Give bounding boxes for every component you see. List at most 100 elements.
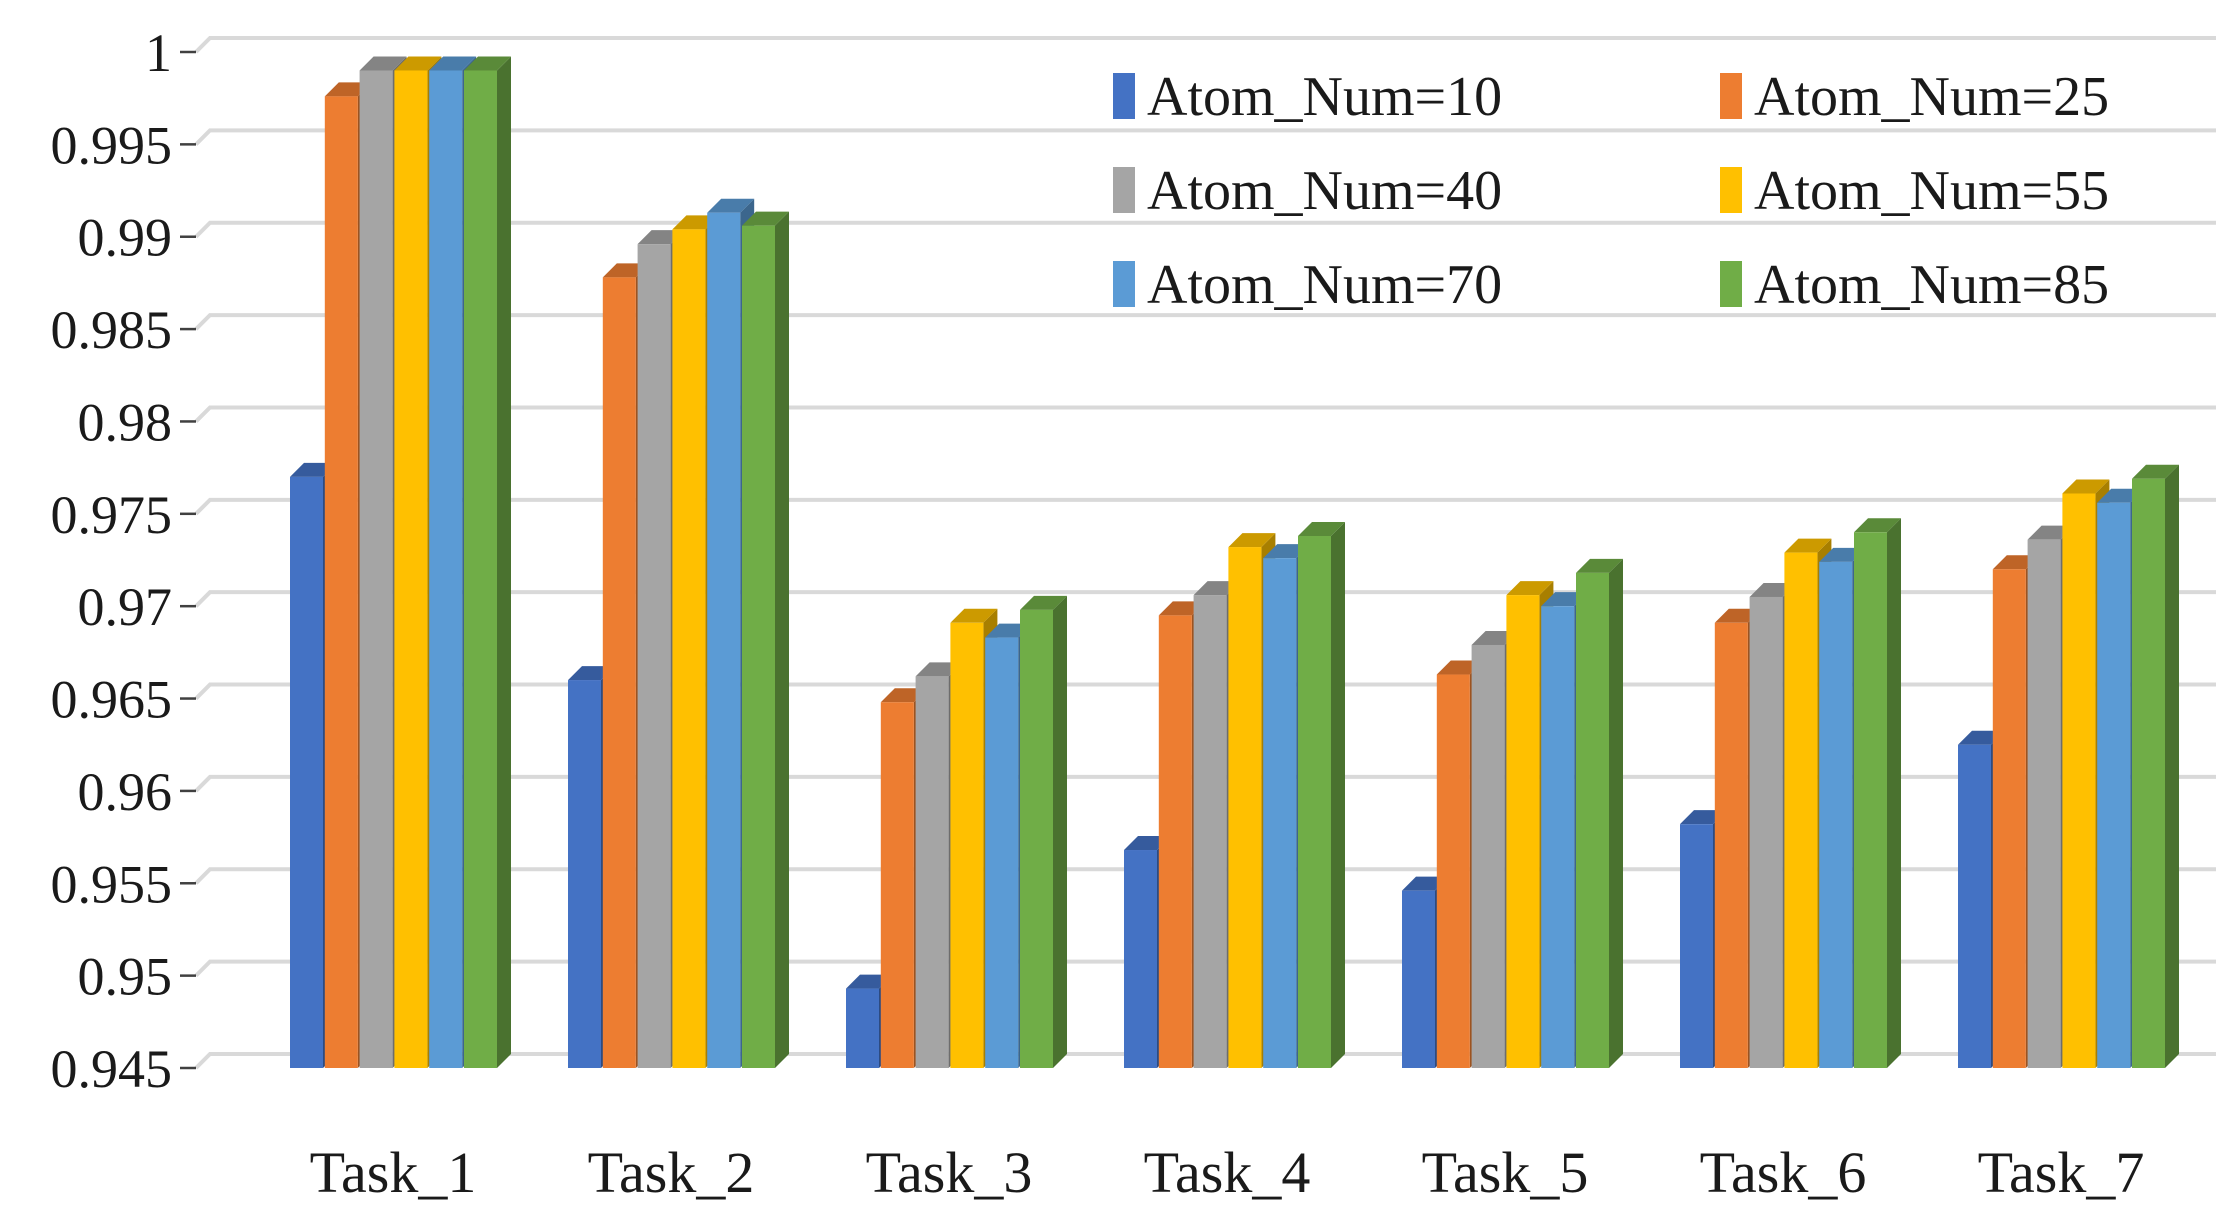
- x-axis-category-label: Task_5: [1422, 1140, 1589, 1205]
- bar-task_5-atom-num-10: [1402, 890, 1435, 1068]
- bar-task_6-atom-num-85: [1854, 532, 1887, 1068]
- x-axis-category-label: Task_2: [588, 1140, 755, 1205]
- bar-task_6-atom-num-55: [1784, 552, 1818, 1068]
- bar-task_5-atom-num-25: [1436, 674, 1470, 1068]
- bar-task_6-atom-num-85-side: [1887, 518, 1901, 1068]
- bar-task_1-atom-num-55: [394, 70, 428, 1069]
- bar-task_7-atom-num-25: [1992, 569, 2026, 1068]
- y-axis-tick-label: 0.95: [78, 947, 173, 1007]
- bar-task_6-atom-num-25: [1714, 622, 1748, 1068]
- gridline: [194, 128, 2216, 146]
- bar-task_3-atom-num-85-side: [1053, 595, 1067, 1068]
- bar-task_4-atom-num-70: [1263, 558, 1297, 1068]
- bar-task_5-atom-num-55: [1506, 595, 1540, 1068]
- bar-task_3-atom-num-40: [915, 676, 949, 1068]
- legend-label: Atom_Num=85: [1754, 254, 2109, 316]
- bar-task_2-atom-num-85: [742, 225, 775, 1069]
- bar-task_3-atom-num-25: [880, 702, 914, 1068]
- bar-task_3-atom-num-55-top: [950, 608, 998, 623]
- bar-task_2-atom-num-70: [707, 212, 741, 1069]
- x-axis-category-label: Task_6: [1700, 1140, 1867, 1205]
- bar-task_7-atom-num-85-side: [2165, 464, 2179, 1069]
- legend-label: Atom_Num=55: [1754, 160, 2109, 222]
- legend-swatch-atom-num-85: [1720, 261, 1742, 307]
- bar-task_4-atom-num-55: [1228, 547, 1262, 1068]
- bar-task_4-atom-num-25: [1158, 615, 1192, 1068]
- y-axis-tick-label: 0.955: [51, 854, 173, 914]
- legend-swatch-atom-num-10: [1113, 73, 1135, 119]
- x-axis-category-label: Task_3: [866, 1140, 1033, 1205]
- bar-task_7-atom-num-55-top: [2062, 479, 2110, 494]
- bar-task_1-atom-num-40: [359, 70, 393, 1069]
- y-axis-tick-label: 0.99: [78, 208, 173, 268]
- bar-task_7-atom-num-85-top: [2132, 464, 2179, 479]
- legend-swatch-atom-num-40: [1113, 167, 1135, 213]
- y-axis-tick-label: 0.985: [51, 300, 173, 360]
- bar-task_1-atom-num-40-top: [359, 56, 407, 71]
- bar-task_6-atom-num-40: [1749, 596, 1783, 1068]
- x-axis-category-label: Task_7: [1978, 1140, 2145, 1205]
- bar-task_7-atom-num-55: [2062, 493, 2096, 1068]
- y-axis-tick-label: 0.97: [78, 577, 173, 637]
- bar-task_7-atom-num-10: [1958, 744, 1991, 1068]
- bar-task_2-atom-num-70-top: [707, 198, 755, 213]
- bar-task_3-atom-num-70: [985, 637, 1019, 1068]
- y-axis-tick-label: 0.975: [51, 485, 173, 545]
- bar-task_2-atom-num-40: [637, 244, 671, 1069]
- bar-task_5-atom-num-40: [1471, 644, 1505, 1068]
- bar-task_4-atom-num-85-top: [1298, 521, 1345, 536]
- bar-task_2-atom-num-10: [568, 680, 601, 1068]
- bar-task_1-atom-num-85-side: [497, 56, 511, 1069]
- y-axis-tick-label: 0.965: [51, 670, 173, 730]
- y-axis-tick-label: 0.995: [51, 115, 173, 175]
- bar-task_3-atom-num-85: [1020, 609, 1053, 1068]
- bar-task_6-atom-num-10: [1680, 824, 1713, 1068]
- y-axis-tick-label: 1: [145, 23, 172, 83]
- legend-label: Atom_Num=10: [1147, 66, 1502, 128]
- bar-task_6-atom-num-85-top: [1854, 518, 1901, 533]
- bar-task_4-atom-num-55-top: [1228, 533, 1276, 548]
- bar-task_7-atom-num-40: [2027, 539, 2061, 1068]
- gridline: [194, 220, 2216, 239]
- bar-task_3-atom-num-85-top: [1020, 595, 1067, 610]
- bar-task_4-atom-num-40: [1193, 595, 1227, 1068]
- bar-task_4-atom-num-85: [1298, 535, 1331, 1068]
- x-axis-category-label: Task_1: [310, 1140, 477, 1205]
- bar-task_1-atom-num-55-top: [394, 56, 442, 71]
- x-axis-category-label: Task_4: [1144, 1140, 1311, 1205]
- legend-label: Atom_Num=25: [1754, 66, 2109, 128]
- legend-label: Atom_Num=40: [1147, 160, 1502, 222]
- bar-task_4-atom-num-85-side: [1331, 521, 1345, 1068]
- bar-task_5-atom-num-55-top: [1506, 581, 1554, 596]
- legend-swatch-atom-num-25: [1720, 73, 1742, 119]
- gridline: [194, 36, 2216, 54]
- bar-task_7-atom-num-85: [2132, 478, 2165, 1069]
- bar-task_1-atom-num-25: [324, 96, 358, 1069]
- bar-task_2-atom-num-85-side: [775, 211, 789, 1069]
- bar-task_3-atom-num-55: [950, 622, 984, 1068]
- bar-task_1-atom-num-85: [464, 70, 497, 1069]
- legend-swatch-atom-num-55: [1720, 167, 1742, 213]
- bar-task_5-atom-num-85: [1576, 572, 1609, 1068]
- bar-task_2-atom-num-55: [672, 229, 706, 1068]
- y-axis-tick-label: 0.98: [78, 392, 173, 452]
- bar-task_6-atom-num-70: [1819, 561, 1853, 1068]
- y-axis-tick-label: 0.945: [51, 1039, 173, 1099]
- gridline: [194, 405, 2216, 423]
- bar-task_5-atom-num-85-top: [1576, 558, 1623, 573]
- legend-label: Atom_Num=70: [1147, 254, 1502, 316]
- gridline: [194, 313, 2216, 331]
- bar-task_5-atom-num-85-side: [1609, 558, 1623, 1068]
- bar-task_1-atom-num-10: [290, 476, 323, 1068]
- bar-task_1-atom-num-85-top: [464, 56, 511, 71]
- bar-task_4-atom-num-10: [1124, 850, 1157, 1068]
- gridline: [194, 497, 2216, 516]
- bar-task_1-atom-num-70: [429, 70, 463, 1069]
- bar-task_2-atom-num-25: [602, 277, 636, 1068]
- bar-task_5-atom-num-70: [1541, 606, 1575, 1068]
- bar-task_2-atom-num-85-top: [742, 211, 789, 226]
- bar-task_3-atom-num-10: [846, 988, 879, 1068]
- legend-swatch-atom-num-70: [1113, 261, 1135, 307]
